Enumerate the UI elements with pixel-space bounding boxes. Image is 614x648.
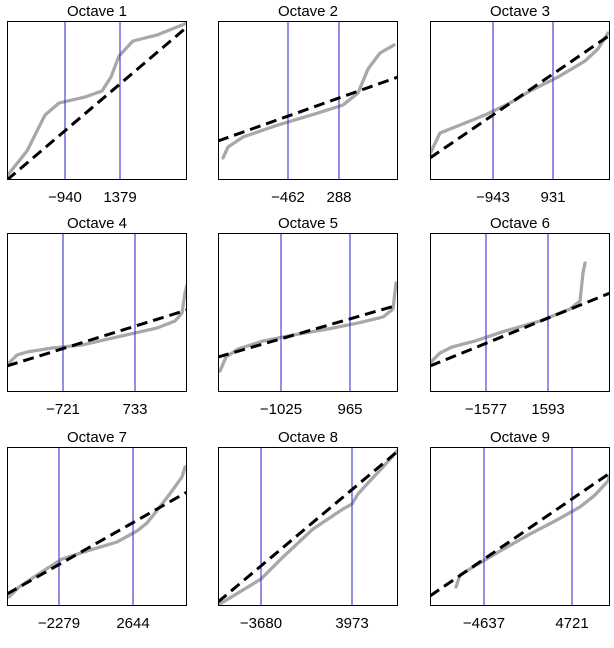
axes-frame (218, 21, 398, 180)
marker-tick-label: 4721 (555, 615, 588, 632)
axes-frame (7, 447, 187, 606)
axes-frame (430, 447, 610, 606)
marker-tick-label: −721 (46, 401, 80, 418)
octave-panel: Octave 7 −2279 2644 (7, 429, 187, 632)
panel-title: Octave 1 (67, 3, 127, 20)
octave-panel: Octave 8 −3680 3973 (218, 429, 398, 632)
marker-tick-label: −943 (476, 189, 510, 206)
panel-title: Octave 8 (278, 429, 338, 446)
octave-panel: Octave 3 −943 931 (430, 3, 610, 206)
panel-title: Octave 6 (490, 215, 550, 232)
octave-panel: Octave 4 −721 733 (7, 215, 187, 418)
axes-frame (430, 21, 610, 180)
sample-point (392, 43, 396, 47)
marker-tick-label: −2279 (38, 615, 80, 632)
axes-frame (7, 233, 187, 392)
octave-panel: Octave 9 −4637 4721 (430, 429, 610, 632)
plot-area (430, 21, 610, 180)
octave-panel: Octave 1 −940 1379 (7, 3, 187, 206)
panel-title: Octave 3 (490, 3, 550, 20)
octave-panel: Octave 6 −1577 1593 (430, 215, 610, 418)
marker-tick-label: −4637 (463, 615, 505, 632)
axes-frame (218, 447, 398, 606)
reference-fit-line (218, 303, 398, 359)
marker-tick-label: 2644 (116, 615, 149, 632)
panel-title: Octave 7 (67, 429, 127, 446)
marker-tick-label: 733 (122, 401, 147, 418)
reference-fit-line (7, 25, 187, 180)
marker-tick-label: −1577 (465, 401, 507, 418)
axes-frame (430, 233, 610, 392)
reference-fit-line (218, 75, 398, 143)
plot-area (218, 447, 398, 606)
plot-area (7, 447, 187, 606)
sample-point (606, 31, 610, 35)
reference-fit-line (7, 308, 187, 368)
axes-frame (218, 233, 398, 392)
sample-point (583, 261, 587, 265)
sample-point (183, 465, 187, 469)
marker-tick-label: 965 (337, 401, 362, 418)
axes-frame (7, 21, 187, 180)
plot-area (218, 21, 398, 180)
plot-area (7, 21, 187, 180)
panel-title: Octave 9 (490, 429, 550, 446)
marker-tick-label: −3680 (240, 615, 282, 632)
reference-fit-line (430, 33, 610, 160)
octave-panel: Octave 5 −1025 965 (218, 215, 398, 418)
marker-tick-label: 1379 (103, 189, 136, 206)
marker-tick-label: 1593 (531, 401, 564, 418)
panel-title: Octave 2 (278, 3, 338, 20)
octave-panel: Octave 2 −462 288 (218, 3, 398, 206)
marker-tick-label: −1025 (260, 401, 302, 418)
sample-point (394, 281, 398, 285)
panel-title: Octave 5 (278, 215, 338, 232)
marker-tick-label: −940 (48, 189, 82, 206)
plot-area (430, 233, 610, 392)
reference-fit-line (7, 490, 187, 596)
panel-title: Octave 4 (67, 215, 127, 232)
reference-fit-line (430, 291, 610, 368)
marker-tick-label: 288 (326, 189, 351, 206)
marker-tick-label: 931 (540, 189, 565, 206)
marker-tick-label: 3973 (335, 615, 368, 632)
reference-fit-line (430, 471, 610, 598)
plot-area (218, 233, 398, 392)
reference-fit-line (218, 449, 398, 604)
plot-area (7, 233, 187, 392)
plot-area (430, 447, 610, 606)
marker-tick-label: −462 (271, 189, 305, 206)
